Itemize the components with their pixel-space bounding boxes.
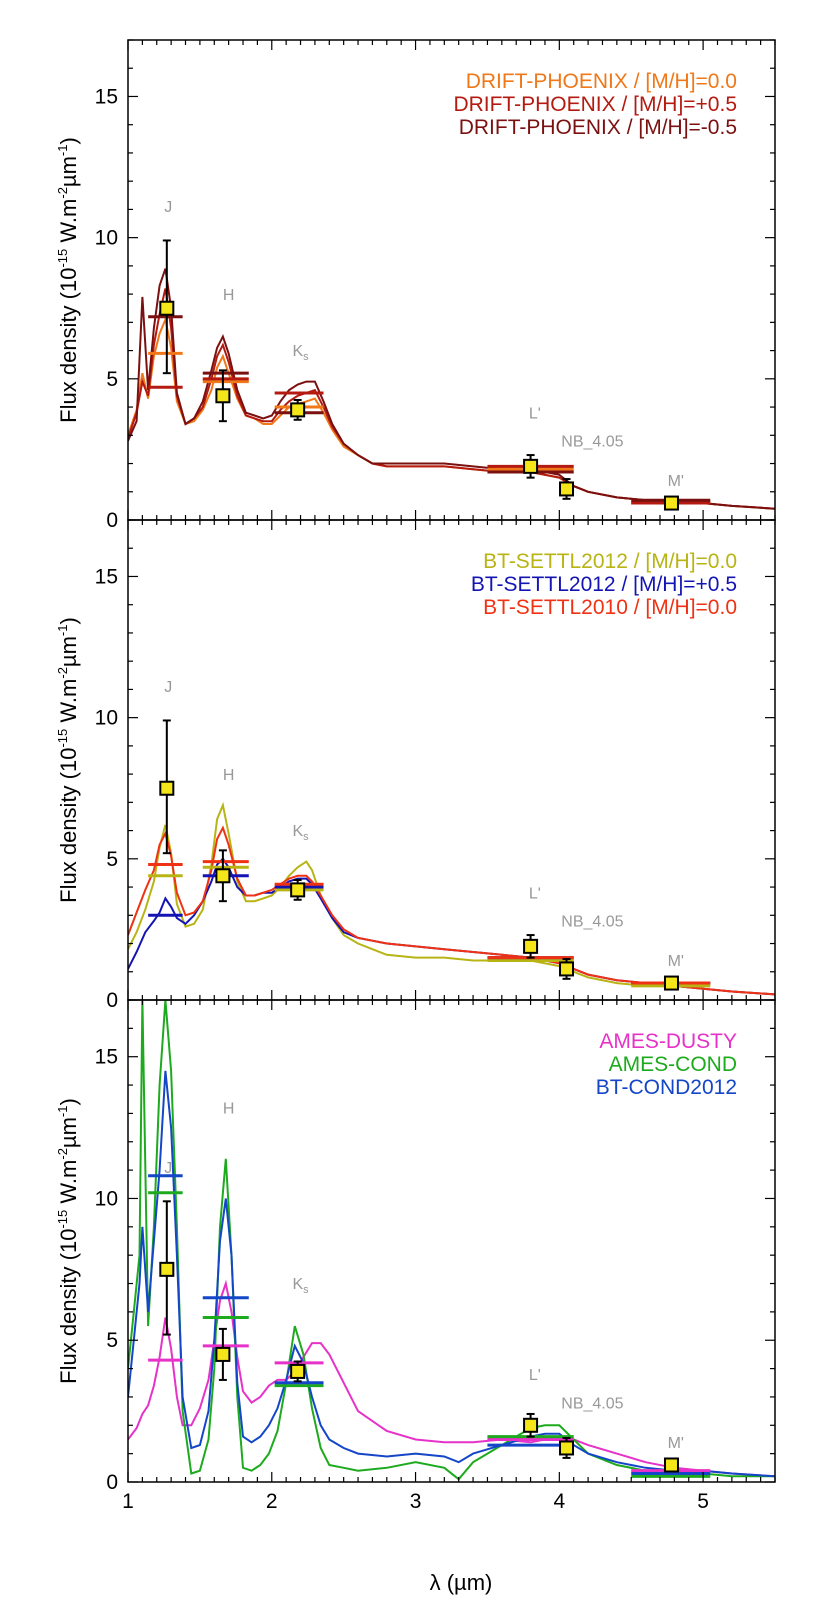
legend-entry: BT-SETTL2010 / [M/H]=0.0: [483, 596, 737, 619]
band-label: L': [529, 885, 541, 902]
legend-entry: AMES-DUSTY: [599, 1030, 737, 1053]
band-label: NB_4.05: [561, 1395, 623, 1412]
legend-entry: AMES-COND: [609, 1053, 737, 1076]
observed-point: [663, 975, 679, 991]
legend-entry: BT-SETTL2012 / [M/H]=+0.5: [471, 573, 737, 596]
band-label: J: [164, 1160, 172, 1177]
observed-point: [290, 1363, 306, 1379]
legend-entry: BT-SETTL2012 / [M/H]=0.0: [483, 550, 737, 573]
y-axis-title: Flux density (10-15 W.m-2µm-1): [55, 1098, 81, 1384]
x-axis-title: λ (µm): [430, 1570, 493, 1595]
y-tick-label: 5: [106, 848, 118, 871]
band-label: M': [668, 953, 684, 970]
x-tick-label: 5: [697, 1490, 709, 1513]
observed-point: [559, 961, 575, 977]
y-tick-label: 5: [106, 368, 118, 391]
x-tick-label: 2: [266, 1490, 278, 1513]
observed-point: [559, 481, 575, 497]
observed-point: [159, 300, 175, 316]
y-tick-label: 0: [106, 989, 118, 1012]
y-tick-label: 10: [95, 707, 118, 730]
observed-point: [663, 1457, 679, 1473]
y-tick-label: 15: [95, 85, 118, 108]
band-label: L': [529, 1367, 541, 1384]
band-label: M': [668, 1435, 684, 1452]
band-label: J: [164, 679, 172, 696]
observed-point: [159, 780, 175, 796]
observed-point: [290, 882, 306, 898]
y-tick-label: 0: [106, 1471, 118, 1494]
series-line-3: [128, 1070, 775, 1478]
y-axis-title: Flux density (10-15 W.m-2µm-1): [55, 617, 81, 903]
observed-point: [215, 388, 231, 404]
observed-point: [523, 458, 539, 474]
observed-point: [215, 1346, 231, 1362]
band-label: L': [529, 405, 541, 422]
y-tick-label: 0: [106, 509, 118, 532]
y-tick-label: 15: [95, 1046, 118, 1069]
band-label: M': [668, 473, 684, 490]
band-label: J: [164, 199, 172, 216]
legend-entry: DRIFT-PHOENIX / [M/H]=0.0: [466, 70, 737, 93]
x-tick-label: 3: [410, 1490, 422, 1513]
band-label: H: [223, 767, 235, 784]
observed-point: [159, 1261, 175, 1277]
y-tick-label: 10: [95, 1187, 118, 1210]
observed-point: [663, 495, 679, 511]
observed-point: [215, 868, 231, 884]
legend-entry: BT-COND2012: [596, 1076, 737, 1099]
band-label: H: [223, 1100, 235, 1117]
y-tick-label: 5: [106, 1329, 118, 1352]
observed-point: [523, 1417, 539, 1433]
band-label: H: [223, 287, 235, 304]
band-label: NB_4.05: [561, 914, 623, 931]
legend-entry: DRIFT-PHOENIX / [M/H]=-0.5: [459, 116, 737, 139]
x-tick-label: 4: [553, 1490, 565, 1513]
y-tick-label: 10: [95, 227, 118, 250]
y-axis-title: Flux density (10-15 W.m-2µm-1): [55, 137, 81, 423]
x-tick-label: 1: [122, 1490, 134, 1513]
observed-point: [290, 402, 306, 418]
plot-frame: [127, 999, 776, 1483]
observed-point: [559, 1440, 575, 1456]
y-tick-label: 15: [95, 565, 118, 588]
band-label: NB_4.05: [561, 434, 623, 451]
observed-point: [523, 938, 539, 954]
legend-entry: DRIFT-PHOENIX / [M/H]=+0.5: [453, 93, 737, 116]
